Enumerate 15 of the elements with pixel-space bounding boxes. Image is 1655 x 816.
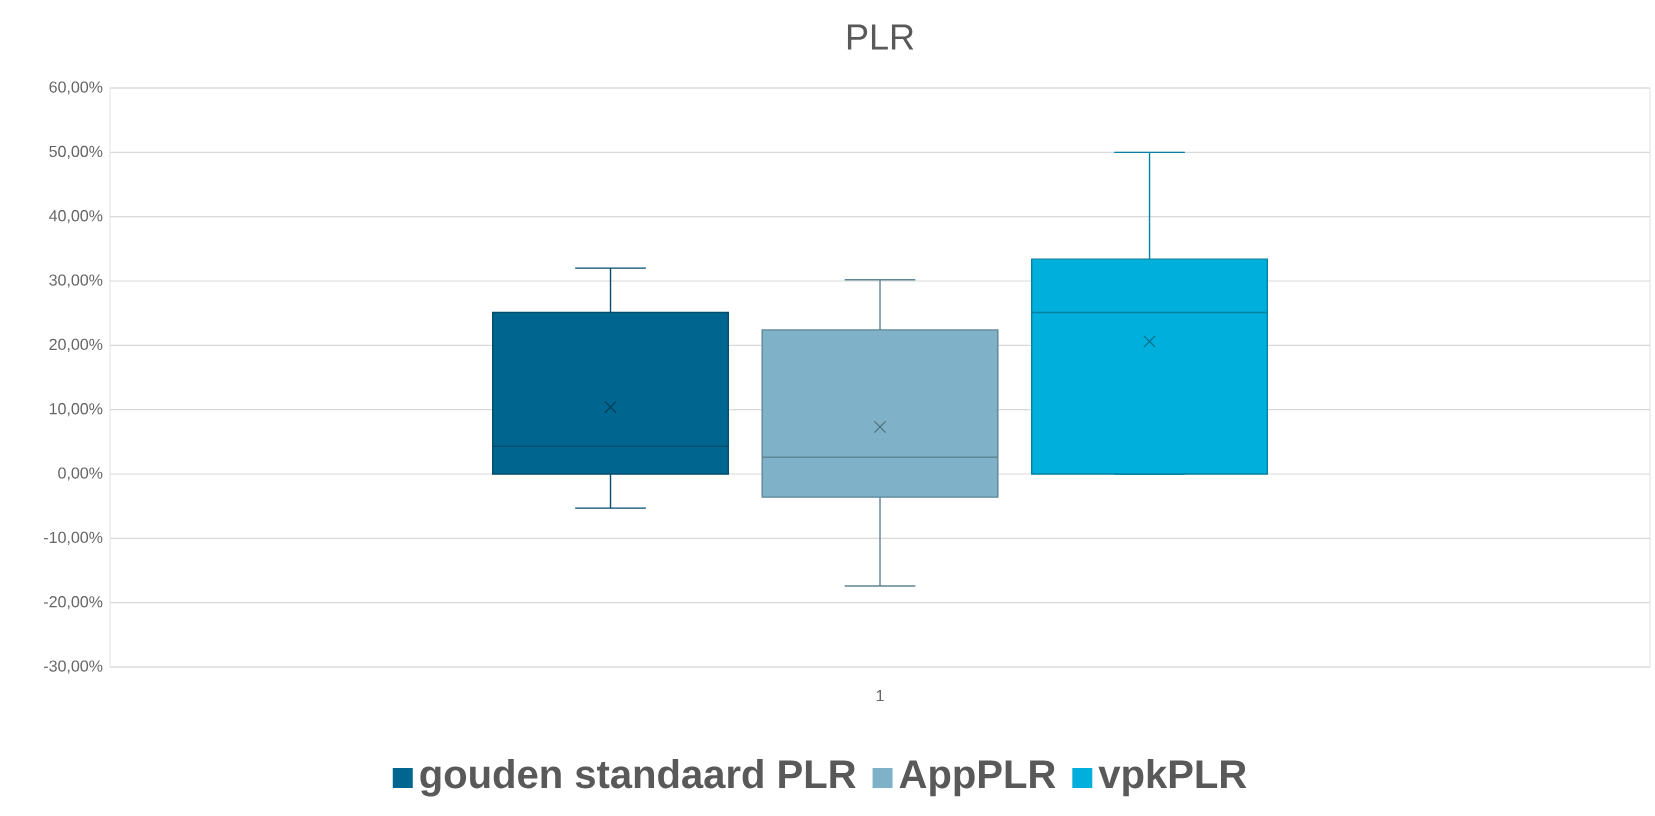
legend-label: AppPLR — [899, 760, 1056, 797]
legend-label: vpkPLR — [1098, 759, 1247, 797]
y-tick-label: 40,00% — [49, 210, 103, 224]
legend-label: gouden standaard PLR — [420, 759, 856, 797]
y-tick-label: -10,00% — [44, 531, 103, 545]
y-tick-label: 0,00% — [58, 467, 103, 481]
y-tick-label: 60,00% — [49, 81, 103, 95]
y-tick-label: 20,00% — [49, 338, 103, 352]
x-tick-label: 1 — [876, 690, 884, 702]
y-tick-label: -30,00% — [44, 660, 103, 674]
chart-title: PLR — [847, 24, 914, 50]
y-tick-label: 10,00% — [49, 403, 103, 417]
y-tick-label: 30,00% — [49, 274, 103, 288]
y-tick-label: 50,00% — [49, 145, 103, 159]
y-tick-label: -20,00% — [44, 596, 103, 610]
